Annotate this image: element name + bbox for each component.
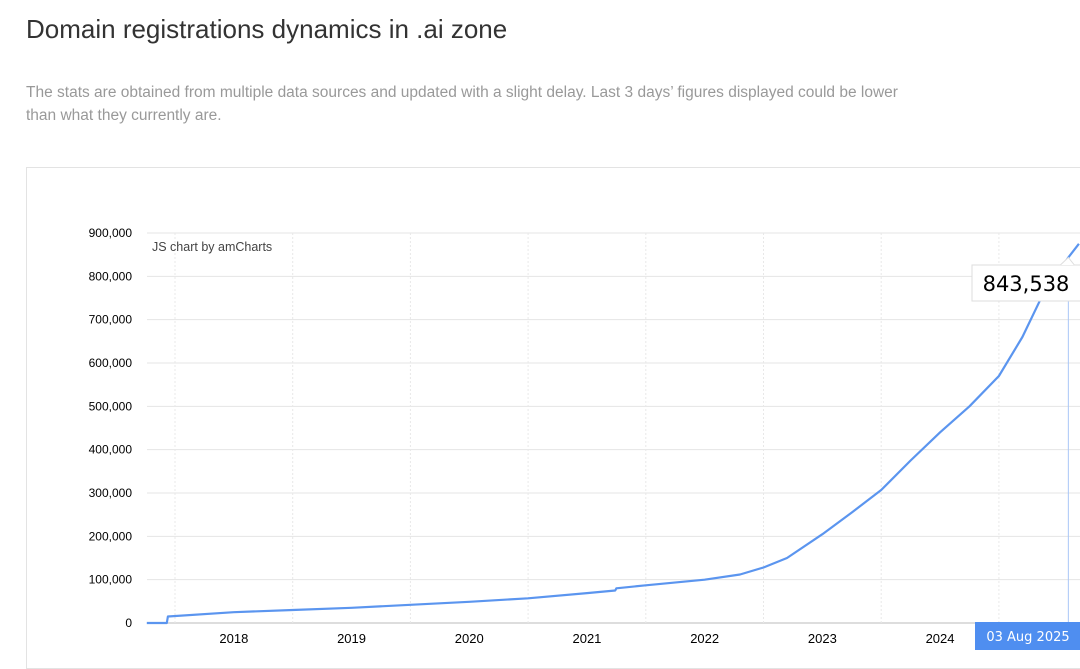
cursor-date-label: 03 Aug 2025 [986,630,1069,645]
x-tick-label: 2023 [808,631,837,646]
x-tick-label: 2018 [219,631,248,646]
x-tick-label: 2024 [926,631,955,646]
x-tick-label: 2022 [690,631,719,646]
y-tick-label: 800,000 [89,269,133,283]
cursor-tooltip-pointer [1059,256,1075,266]
cursor-value-label: 843,538 [983,272,1070,296]
y-tick-label: 500,000 [89,399,133,413]
y-tick-label: 0 [125,616,132,630]
x-tick-label: 2021 [572,631,601,646]
page-title: Domain registrations dynamics in .ai zon… [26,14,508,44]
series-line [146,243,1080,625]
y-tick-label: 200,000 [89,529,133,543]
cursor-date-box [975,622,1080,650]
cursor-tooltip-box [971,264,1080,302]
x-tick-label: 2019 [337,631,366,646]
y-tick-label: 400,000 [89,443,133,457]
page-description: The stats are obtained from multiple dat… [26,84,898,124]
y-tick-label: 300,000 [89,486,133,500]
y-tick-label: 700,000 [89,313,133,327]
y-tick-label: 100,000 [89,573,133,587]
x-tick-label: 2020 [455,631,484,646]
y-tick-label: 900,000 [89,226,133,240]
y-tick-label: 600,000 [89,356,133,370]
chart-credit: JS chart by amCharts [152,240,272,254]
